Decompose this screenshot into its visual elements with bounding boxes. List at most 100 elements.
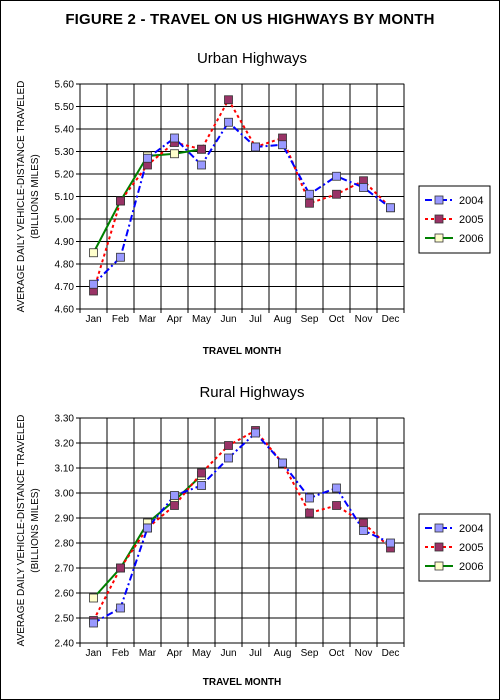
figure-title: FIGURE 2 - TRAVEL ON US HIGHWAYS BY MONT… [65, 11, 435, 28]
legend: 2004 2005 2006 [418, 513, 491, 582]
x-tick-label: Jul [249, 648, 262, 659]
x-tick-label: Aug [274, 314, 292, 325]
x-tick-label: Jan [85, 314, 101, 325]
x-tick-label: Nov [355, 314, 373, 325]
y-tick-label: 3.10 [55, 464, 75, 475]
data-point-2004 [224, 453, 233, 463]
data-point-2005 [116, 563, 125, 573]
data-point-2004 [224, 117, 233, 127]
legend-marker-2004 [434, 523, 444, 533]
legend-label: 2005 [459, 214, 483, 226]
x-axis-label: TRAVEL MONTH [203, 677, 282, 688]
y-tick-label: 3.30 [55, 414, 75, 425]
y-axis-label: AVERAGE DAILY VEHICLE-DISTANCE TRAVELED [16, 415, 27, 647]
data-point-2006 [89, 248, 98, 258]
x-tick-label: Feb [112, 314, 130, 325]
series-line-2005 [92, 97, 392, 292]
y-tick-label: 2.80 [55, 539, 75, 550]
y-tick-label: 2.40 [55, 639, 75, 650]
y-tick-label: 3.00 [55, 489, 75, 500]
x-tick-label: Mar [139, 314, 157, 325]
x-axis-label: TRAVEL MONTH [203, 346, 282, 357]
data-point-2005 [116, 196, 125, 206]
legend-marker-2006 [434, 561, 444, 571]
data-point-2004 [197, 160, 206, 170]
data-point-2004 [116, 603, 125, 613]
x-tick-label: Apr [167, 314, 183, 325]
legend-box [418, 513, 491, 582]
data-point-2005 [332, 501, 341, 510]
x-tick-label: Oct [329, 314, 345, 325]
data-point-2004 [197, 481, 206, 490]
data-point-2004 [89, 279, 98, 289]
chart-title: Rural Highways [199, 384, 304, 401]
data-point-2004 [89, 618, 98, 628]
series-line-2005 [92, 429, 392, 621]
x-tick-label: Aug [274, 648, 292, 659]
y-axis-label: AVERAGE DAILY VEHICLE-DISTANCE TRAVELED [16, 81, 27, 313]
y-tick-label: 5.40 [55, 125, 75, 136]
y-tick-label: 4.70 [55, 282, 75, 293]
x-tick-label: Mar [139, 648, 157, 659]
y-tick-label: 5.30 [55, 147, 75, 158]
data-point-2004 [278, 458, 287, 468]
data-point-2004 [359, 183, 368, 192]
y-tick-label: 5.00 [55, 215, 75, 226]
legend-label: 2005 [459, 542, 483, 554]
x-tick-label: Oct [329, 648, 345, 659]
data-point-2004 [143, 523, 152, 533]
data-point-2004 [278, 140, 287, 150]
chart-title: Urban Highways [197, 50, 307, 67]
rural-highways-chart: Rural Highways 2.40 2.50 2.60 2.70 2.80 2.90 3.… [16, 384, 491, 688]
y-tick-label: 4.90 [55, 237, 75, 248]
data-point-2004 [386, 538, 395, 548]
data-point-2004 [305, 189, 314, 199]
x-tick-label: Feb [112, 648, 130, 659]
legend-label: 2006 [459, 561, 483, 573]
y-tick-label: 2.70 [55, 564, 75, 575]
urban-highways-chart: Urban Highways 4.60 4.70 4.80 4.90 5.00 5.10 5.… [16, 50, 491, 357]
legend-marker-2004 [434, 195, 444, 205]
data-point-2005 [332, 189, 341, 199]
legend-marker-2005 [434, 542, 444, 552]
x-tick-label: Apr [167, 648, 183, 659]
data-point-2005 [305, 198, 314, 208]
data-point-2005 [224, 441, 233, 450]
data-point-2004 [251, 428, 260, 438]
x-tick-label: Jun [220, 314, 236, 325]
y-tick-label: 5.50 [55, 102, 75, 113]
y-axis-label-units: (BILLIONS MILES) [30, 154, 41, 238]
data-point-2004 [143, 153, 152, 163]
y-tick-label: 5.20 [55, 170, 75, 181]
x-tick-label: Sep [301, 648, 319, 659]
y-tick-label: 2.50 [55, 614, 75, 625]
y-tick-label: 4.80 [55, 260, 75, 271]
x-tick-label: Nov [355, 648, 373, 659]
x-tick-label: Sep [301, 314, 319, 325]
series-line-2004 [93, 431, 391, 624]
legend-box [418, 185, 491, 254]
data-point-2005 [197, 144, 206, 154]
x-tick-label: Dec [382, 648, 400, 659]
legend-marker-2005 [434, 214, 444, 224]
data-point-2005 [224, 95, 233, 105]
data-point-2005 [170, 501, 179, 510]
y-tick-label: 2.60 [55, 589, 75, 600]
x-tick-label: Jul [249, 314, 262, 325]
data-point-2005 [197, 468, 206, 478]
data-point-2004 [332, 171, 341, 181]
legend-label: 2004 [459, 195, 483, 207]
y-tick-label: 3.20 [55, 439, 75, 450]
x-tick-label: Jun [220, 648, 236, 659]
y-tick-label: 5.60 [55, 80, 75, 91]
data-point-2004 [170, 491, 179, 500]
legend: 2004 2005 2006 [418, 185, 491, 254]
y-tick-label: 5.10 [55, 192, 75, 203]
series-line-2004 [92, 120, 392, 285]
y-axis-label-units: (BILLIONS MILES) [30, 488, 41, 572]
x-tick-label: Jan [85, 648, 101, 659]
x-tick-label: Dec [382, 314, 400, 325]
x-tick-label: May [192, 314, 211, 325]
data-point-2004 [332, 483, 341, 493]
